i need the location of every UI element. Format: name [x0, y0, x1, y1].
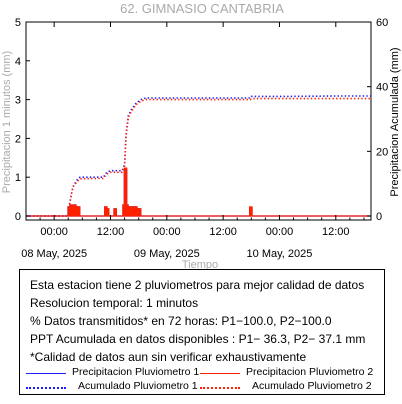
x-tick-label: 00:00	[153, 226, 181, 238]
y-left-tick-label: 3	[15, 95, 21, 107]
x-axis-label: Tiempo	[182, 259, 218, 271]
bar-pluviometro-2	[126, 206, 131, 216]
bar-pluviometro-2	[249, 206, 253, 216]
bar-pluviometro-2	[135, 208, 140, 216]
bar-pluviometro-2	[128, 206, 133, 216]
info-accumulated: PPT Acumulada en datos disponibles : P1−…	[30, 332, 366, 346]
y-axis-right-label: Precipitacion Acumulada (mm)	[389, 47, 401, 196]
legend-label-a1: Acumulado Pluviometro 1	[78, 380, 198, 392]
legend-swatch-a2	[200, 387, 240, 389]
bar-pluviometro-2	[76, 206, 81, 216]
axes: 0 1 2 3 4 5 0 20 40 60 00:00 12:00 00:00 12:00 00:00 12…	[15, 17, 388, 260]
y-left-tick-label: 4	[15, 56, 21, 68]
bar-pluviometro-2	[73, 204, 77, 216]
bar-pluviometro-2	[123, 167, 128, 216]
legend-swatch-a1	[26, 387, 66, 389]
info-data-transmitted: % Datos transmitidos* en 72 horas: P1−10…	[30, 314, 332, 328]
bar-pluviometro-2	[113, 208, 117, 216]
bar-pluviometro-2	[71, 206, 75, 216]
bar-pluviometro-2	[105, 208, 110, 216]
y-left-tick-label: 1	[15, 172, 21, 184]
x-tick-label: 00:00	[266, 226, 294, 238]
legend-label-a2: Acumulado Pluviometro 2	[252, 380, 372, 392]
info-resolution: Resolucion temporal: 1 minutos	[30, 296, 199, 310]
info-stations-note: Esta estacion tiene 2 pluviometros para …	[30, 278, 365, 292]
y-right-tick-label: 20	[376, 146, 388, 158]
y-right-tick-label: 60	[376, 17, 388, 29]
info-quality-note: *Calidad de datos aun sin verificar exha…	[30, 350, 307, 364]
accumulated-line-pluviometro-1	[26, 95, 371, 217]
bar-pluviometro-2	[130, 206, 134, 216]
accumulated-line-pluviometro-2	[26, 97, 371, 217]
y-left-tick-label: 0	[15, 211, 21, 223]
x-date-label: 10 May, 2025	[247, 248, 313, 260]
plot-area	[25, 21, 372, 221]
y-left-tick-label: 2	[15, 133, 21, 145]
x-tick-label: 12:00	[97, 226, 125, 238]
legend-label-p2: Precipitacion Pluviometro 2	[246, 366, 374, 378]
bar-pluviometro-2	[103, 206, 108, 216]
chart-title: 62. GIMNASIO CANTABRIA	[120, 1, 284, 16]
x-tick-label: 00:00	[40, 226, 68, 238]
y-right-tick-label: 0	[376, 211, 382, 223]
precipitation-bars	[26, 167, 371, 217]
bar-pluviometro-2	[132, 206, 136, 216]
y-right-tick-label: 40	[376, 82, 388, 94]
accumulation-lines	[26, 95, 371, 217]
info-panel: Esta estacion tiene 2 pluviometros para …	[19, 269, 385, 395]
bar-pluviometro-2	[69, 204, 73, 216]
y-left-tick-label: 5	[15, 17, 21, 29]
y-axis-left-label: Precipitacion 1 minutos (mm)	[1, 51, 13, 193]
x-date-label: 09 May, 2025	[134, 248, 200, 260]
legend-swatch-p1	[26, 373, 66, 374]
legend-label-p1: Precipitacion Pluviometro 1	[72, 366, 200, 378]
bar-pluviometro-2	[134, 206, 138, 216]
legend-swatch-p2	[200, 373, 240, 374]
x-date-label: 08 May, 2025	[21, 248, 87, 260]
x-tick-label: 12:00	[209, 226, 237, 238]
bar-pluviometro-2	[74, 206, 79, 216]
bar-pluviometro-2	[137, 208, 142, 216]
x-tick-label: 12:00	[322, 226, 350, 238]
